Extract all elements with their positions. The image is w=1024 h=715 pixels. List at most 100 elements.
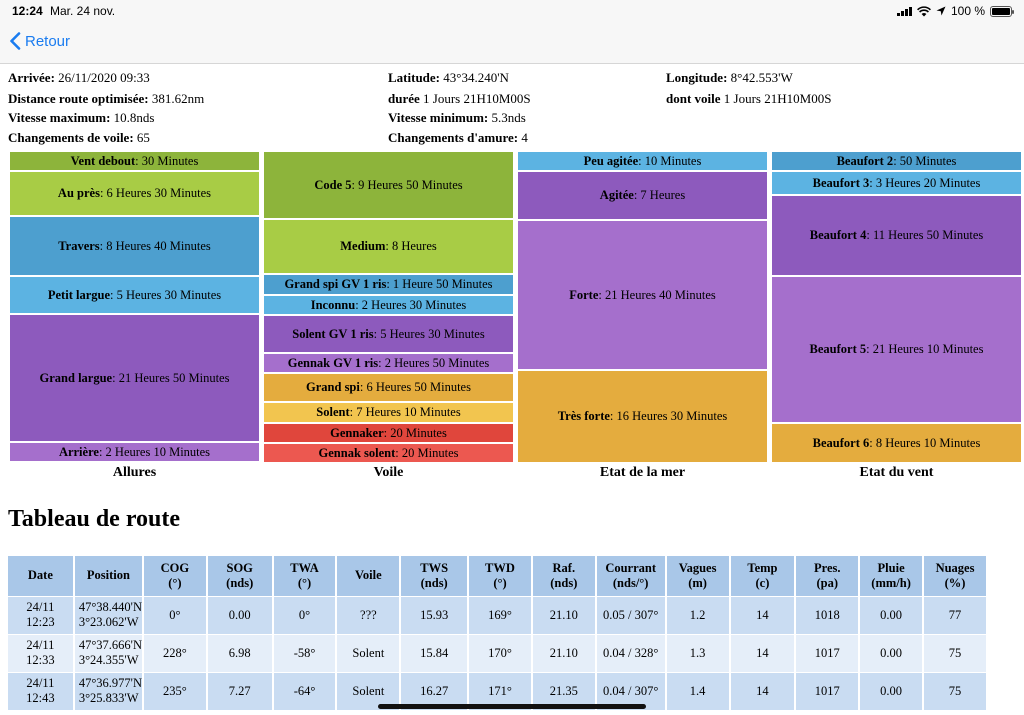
treemap-voile: Code 5 : 9 Heures 50 Minutes Medium : 8 … xyxy=(264,152,513,462)
cell-cog: 228° xyxy=(142,633,208,672)
treemap-title-etat-vent: Etat du vent xyxy=(859,465,934,480)
route-table-header: Date Position COG (°) SOG (nds) TWA (°) Voi… xyxy=(8,556,988,596)
info-arrivee: Arrivée: 26/11/2020 09:33 xyxy=(8,70,150,85)
treemap-etat-mer: Peu agitée : 10 Minutes Agitée : 7 Heure… xyxy=(518,152,767,462)
table-row: 24/11 12:33 47°37.666'N 3°24.355'W 228° 6.… xyxy=(8,633,988,672)
cell-pluie: 0.00 xyxy=(859,633,925,672)
block-arriere: Arrière : 2 Heures 10 Minutes xyxy=(10,443,259,461)
block-vent-debout: Vent debout : 30 Minutes xyxy=(10,152,259,170)
block-au-pres: Au près : 6 Heures 30 Minutes xyxy=(10,172,259,215)
cell-cog: 0° xyxy=(142,595,208,634)
treemap-title-allures: Allures xyxy=(112,465,157,480)
cell-date: 24/11 12:33 xyxy=(8,633,75,672)
header-twd: TWD (°) xyxy=(468,556,533,596)
treemap-etat-vent: Beaufort 2 : 50 Minutes Beaufort 3 : 3 H… xyxy=(772,152,1021,462)
info-duree: durée 1 Jours 21H10M00S xyxy=(388,91,531,106)
header-tws: TWS (nds) xyxy=(400,556,470,596)
block-grand-largue: Grand largue : 21 Heures 50 Minutes xyxy=(10,315,259,441)
cell-position: 47°38.440'N 3°23.062'W xyxy=(73,595,144,634)
header-cog: COG (°) xyxy=(142,556,208,596)
treemap-title-etat-mer: Etat de la mer xyxy=(599,465,686,480)
cell-sog: 7.27 xyxy=(206,671,274,710)
header-courant: Courrant (nds/°) xyxy=(595,556,667,596)
header-nuages: Nuages (%) xyxy=(923,556,988,596)
cell-date: 24/11 12:43 xyxy=(8,671,75,710)
block-forte: Forte : 21 Heures 40 Minutes xyxy=(518,221,767,369)
block-solent: Solent : 7 Heures 10 Minutes xyxy=(264,403,513,422)
block-beaufort-2: Beaufort 2 : 50 Minutes xyxy=(772,152,1021,170)
info-changements-amure: Changements d'amure: 4 xyxy=(388,130,528,145)
cell-voile: Solent xyxy=(336,671,402,710)
cell-temp: 14 xyxy=(729,671,797,710)
block-beaufort-6: Beaufort 6 : 8 Heures 10 Minutes xyxy=(772,424,1021,462)
battery-icon xyxy=(990,5,1014,17)
cell-nuages: 77 xyxy=(923,595,988,634)
cell-twd: 169° xyxy=(468,595,533,634)
cell-sog: 6.98 xyxy=(206,633,274,672)
cell-date: 24/11 12:23 xyxy=(8,595,75,634)
cell-cog: 235° xyxy=(142,671,208,710)
block-grand-spi-gv-1-ris: Grand spi GV 1 ris : 1 Heure 50 Minutes xyxy=(264,275,513,294)
block-peu-agitee: Peu agitée : 10 Minutes xyxy=(518,152,767,170)
cell-vagues: 1.3 xyxy=(665,633,731,672)
status-bar: 12:24 Mar. 24 nov. 100 % xyxy=(0,0,1024,22)
info-latitude: Latitude: 43°34.240'N xyxy=(388,70,509,85)
cell-sog: 0.00 xyxy=(206,595,274,634)
route-table: Date Position COG (°) SOG (nds) TWA (°) Voi… xyxy=(8,556,988,710)
cell-voile: Solent xyxy=(336,633,402,672)
cell-pression: 1017 xyxy=(795,633,861,672)
block-tres-forte: Très forte : 16 Heures 30 Minutes xyxy=(518,371,767,462)
cell-tws: 15.84 xyxy=(400,633,470,672)
info-distance: Distance route optimisée: 381.62nm xyxy=(8,91,205,106)
battery-percent: 100 % xyxy=(950,4,985,18)
cell-position: 47°36.977'N 3°25.833'W xyxy=(73,671,144,710)
wifi-icon xyxy=(917,5,931,16)
header-twa: TWA (°) xyxy=(272,556,338,596)
cell-twa: -58° xyxy=(272,633,338,672)
block-beaufort-4: Beaufort 4 : 11 Heures 50 Minutes xyxy=(772,196,1021,275)
navigation-bar: Retour xyxy=(0,22,1024,64)
block-inconnu: Inconnu : 2 Heures 30 Minutes xyxy=(264,296,513,314)
status-time: 12:24 xyxy=(12,4,43,18)
block-gennak-gv-1-ris: Gennak GV 1 ris : 2 Heures 50 Minutes xyxy=(264,354,513,372)
chevron-left-icon xyxy=(10,32,21,50)
cell-pluie: 0.00 xyxy=(859,595,925,634)
back-label: Retour xyxy=(25,32,71,50)
header-rafales: Raf. (nds) xyxy=(531,556,597,596)
cell-temp: 14 xyxy=(729,595,797,634)
cell-courant: 0.04 / 328° xyxy=(595,633,667,672)
home-indicator[interactable] xyxy=(378,704,646,709)
block-gennak-solent: Gennak solent : 20 Minutes xyxy=(264,444,513,462)
cell-temp: 14 xyxy=(729,633,797,672)
block-petit-largue: Petit largue : 5 Heures 30 Minutes xyxy=(10,277,259,313)
cell-twd: 170° xyxy=(468,633,533,672)
cell-twd: 171° xyxy=(468,671,533,710)
cell-tws: 15.93 xyxy=(400,595,470,634)
header-temp: Temp (c) xyxy=(729,556,797,596)
cell-rafales: 21.35 xyxy=(531,671,597,710)
cell-rafales: 21.10 xyxy=(531,595,597,634)
cell-courant: 0.05 / 307° xyxy=(595,595,667,634)
info-longitude: Longitude: 8°42.553'W xyxy=(666,70,793,85)
cell-twa: -64° xyxy=(272,671,338,710)
signal-icon xyxy=(896,6,912,16)
header-sog: SOG (nds) xyxy=(206,556,274,596)
block-code-5: Code 5 : 9 Heures 50 Minutes xyxy=(264,152,513,218)
cell-courant: 0.04 / 307° xyxy=(595,671,667,710)
status-indicators: 100 % xyxy=(896,4,1014,18)
header-vagues: Vagues (m) xyxy=(665,556,731,596)
cell-twa: 0° xyxy=(272,595,338,634)
status-date: Mar. 24 nov. xyxy=(50,4,116,18)
cell-pression: 1017 xyxy=(795,671,861,710)
header-date: Date xyxy=(8,556,75,596)
block-grand-spi: Grand spi : 6 Heures 50 Minutes xyxy=(264,374,513,401)
cell-nuages: 75 xyxy=(923,633,988,672)
header-pression: Pres. (pa) xyxy=(795,556,861,596)
cell-position: 47°37.666'N 3°24.355'W xyxy=(73,633,144,672)
cell-vagues: 1.2 xyxy=(665,595,731,634)
cell-vagues: 1.4 xyxy=(665,671,731,710)
block-medium: Medium : 8 Heures xyxy=(264,220,513,273)
block-solent-gv-1-ris: Solent GV 1 ris : 5 Heures 30 Minutes xyxy=(264,316,513,352)
back-button[interactable]: Retour xyxy=(9,32,70,50)
info-changements-voile: Changements de voile: 65 xyxy=(8,130,150,145)
